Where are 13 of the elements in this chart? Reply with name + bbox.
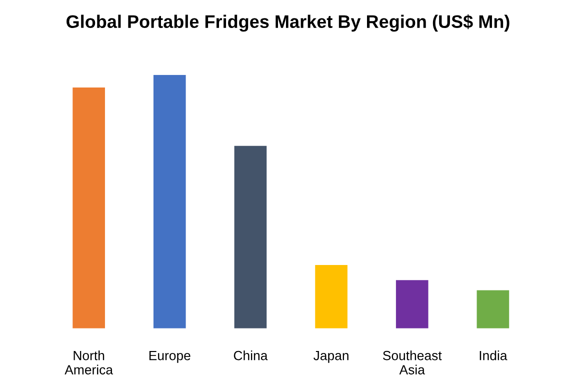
x-tick-label: Japan xyxy=(314,351,348,363)
bar xyxy=(315,264,348,328)
bar xyxy=(153,74,186,328)
x-tick-label: North America xyxy=(64,350,114,374)
bar xyxy=(234,146,267,328)
x-tick-label: China xyxy=(234,350,268,360)
bar xyxy=(396,280,428,328)
chart-title: Global Portable Fridges Market By Region (US$ Mn) xyxy=(66,14,510,32)
x-tick-label: Southeast Asia xyxy=(383,350,442,374)
bar xyxy=(72,88,105,328)
x-tick-label: India xyxy=(480,350,508,360)
bar xyxy=(476,290,510,328)
x-tick-label: Europe xyxy=(149,351,190,363)
